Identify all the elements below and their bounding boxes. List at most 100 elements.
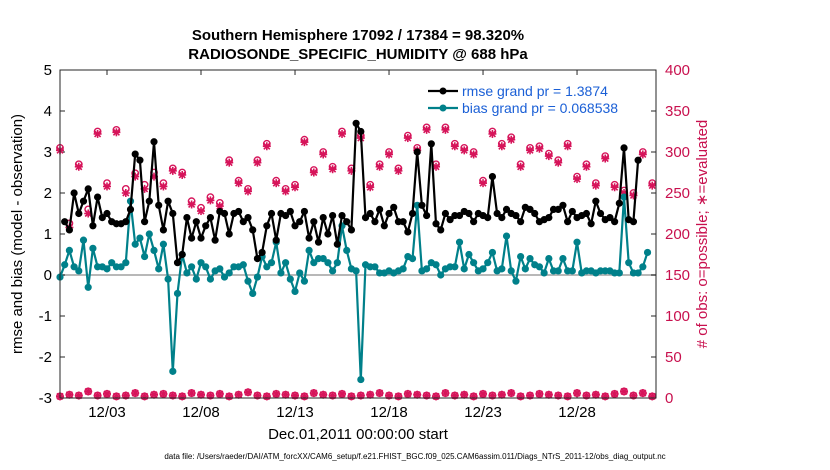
bias-point: [615, 269, 623, 277]
obs-evaluated-low-point: [159, 389, 168, 398]
obs-evaluated-low-point: [638, 389, 647, 398]
rmse-point: [498, 214, 506, 222]
rmse-point: [150, 138, 158, 146]
rmse-point: [596, 209, 605, 218]
rmse-point: [385, 209, 393, 218]
rmse-point: [432, 220, 440, 228]
obs-evaluated-point: [375, 162, 384, 171]
bias-point: [460, 265, 468, 273]
rmse-point: [84, 185, 92, 193]
rmse-point: [441, 209, 450, 218]
obs-evaluated-point: [535, 144, 544, 153]
rmse-point: [324, 230, 332, 238]
rmse-point: [267, 209, 276, 218]
rmse-point: [531, 209, 539, 218]
rmse-point: [70, 189, 78, 197]
obs-evaluated-low-point: [563, 392, 572, 401]
obs-evaluated-low-point: [516, 392, 525, 401]
bias-point: [197, 259, 205, 267]
bias-point: [432, 261, 440, 269]
rmse-point: [399, 218, 407, 226]
y-right-tick-label: 300: [665, 144, 690, 161]
bias-point: [498, 265, 506, 273]
obs-evaluated-point: [526, 146, 535, 155]
bias-point: [535, 263, 544, 271]
y-left-tick-label: 4: [44, 103, 52, 120]
bias-point: [639, 263, 647, 271]
obs-evaluated-low-point: [479, 389, 488, 398]
rmse-point: [559, 201, 567, 209]
bias-point: [192, 275, 200, 283]
bias-point: [643, 248, 652, 257]
obs-evaluated-low-point: [197, 390, 206, 399]
obs-evaluated-point: [309, 168, 318, 177]
obs-evaluated-point: [497, 142, 506, 151]
rmse-point: [390, 203, 398, 211]
rmse-point: [465, 209, 473, 218]
obs-evaluated-low-point: [573, 389, 582, 398]
rmse-point: [122, 218, 130, 226]
bias-point: [206, 275, 215, 283]
rmse-point: [517, 218, 525, 226]
x-tick-label: 12/03: [88, 404, 126, 421]
bias-point: [319, 255, 327, 263]
obs-evaluated-low-point: [394, 392, 403, 401]
rmse-point: [493, 209, 501, 218]
y-right-tick-label: 100: [665, 308, 690, 325]
obs-evaluated-low-point: [187, 389, 196, 398]
obs-evaluated-point: [582, 162, 591, 171]
bias-point: [70, 263, 78, 271]
bias-point: [554, 267, 562, 275]
obs-evaluated-low-point: [65, 390, 74, 399]
y-left-axis-label: rmse and bias (model - observation): [9, 114, 26, 354]
obs-evaluated-point: [516, 162, 525, 171]
bias-point: [296, 269, 304, 277]
bias-point: [455, 238, 464, 246]
obs-evaluated-point: [74, 162, 83, 171]
obs-evaluated-low-point: [338, 389, 347, 398]
bias-point: [267, 259, 276, 267]
rmse-point: [371, 218, 379, 226]
obs-evaluated-low-point: [272, 389, 281, 398]
obs-evaluated-point: [234, 179, 243, 188]
bias-point: [164, 275, 172, 283]
bias-point: [253, 273, 262, 281]
rmse-point: [611, 218, 619, 226]
bias-point: [75, 267, 83, 275]
rmse-point: [131, 150, 139, 158]
rmse-point: [446, 216, 454, 224]
obs-evaluated-point: [244, 187, 253, 196]
obs-evaluated-point: [403, 134, 412, 143]
obs-evaluated-low-point: [225, 392, 234, 401]
obs-evaluated-low-point: [610, 389, 619, 398]
rmse-point: [220, 209, 229, 218]
bias-point: [155, 265, 163, 273]
obs-evaluated-point: [187, 200, 196, 209]
obs-evaluated-point: [460, 146, 469, 155]
obs-evaluated-low-point: [441, 389, 450, 398]
bias-point: [399, 265, 407, 273]
y-right-tick-label: 50: [665, 349, 682, 366]
bias-point: [625, 259, 633, 267]
y-left-tick-label: 2: [44, 185, 52, 202]
rmse-point: [192, 218, 200, 226]
obs-evaluated-point: [112, 128, 121, 137]
bias-point: [122, 259, 130, 267]
obs-evaluated-low-point: [432, 392, 441, 401]
rmse-point: [263, 222, 271, 230]
bias-point: [131, 240, 139, 248]
rmse-point: [437, 226, 445, 234]
bias-point: [484, 259, 492, 267]
rmse-point: [366, 209, 374, 218]
bias-point: [568, 267, 576, 275]
obs-evaluated-low-point: [319, 390, 328, 399]
rmse-point: [352, 119, 360, 127]
obs-evaluated-low-point: [215, 389, 224, 398]
rmse-point: [197, 234, 205, 242]
x-axis-label: Dec.01,2011 00:00:00 start: [268, 426, 448, 443]
rmse-point: [606, 214, 614, 222]
bias-point: [408, 255, 417, 263]
obs-evaluated-low-point: [178, 392, 187, 401]
rmse-point: [65, 226, 74, 234]
obs-evaluated-point: [479, 179, 488, 188]
